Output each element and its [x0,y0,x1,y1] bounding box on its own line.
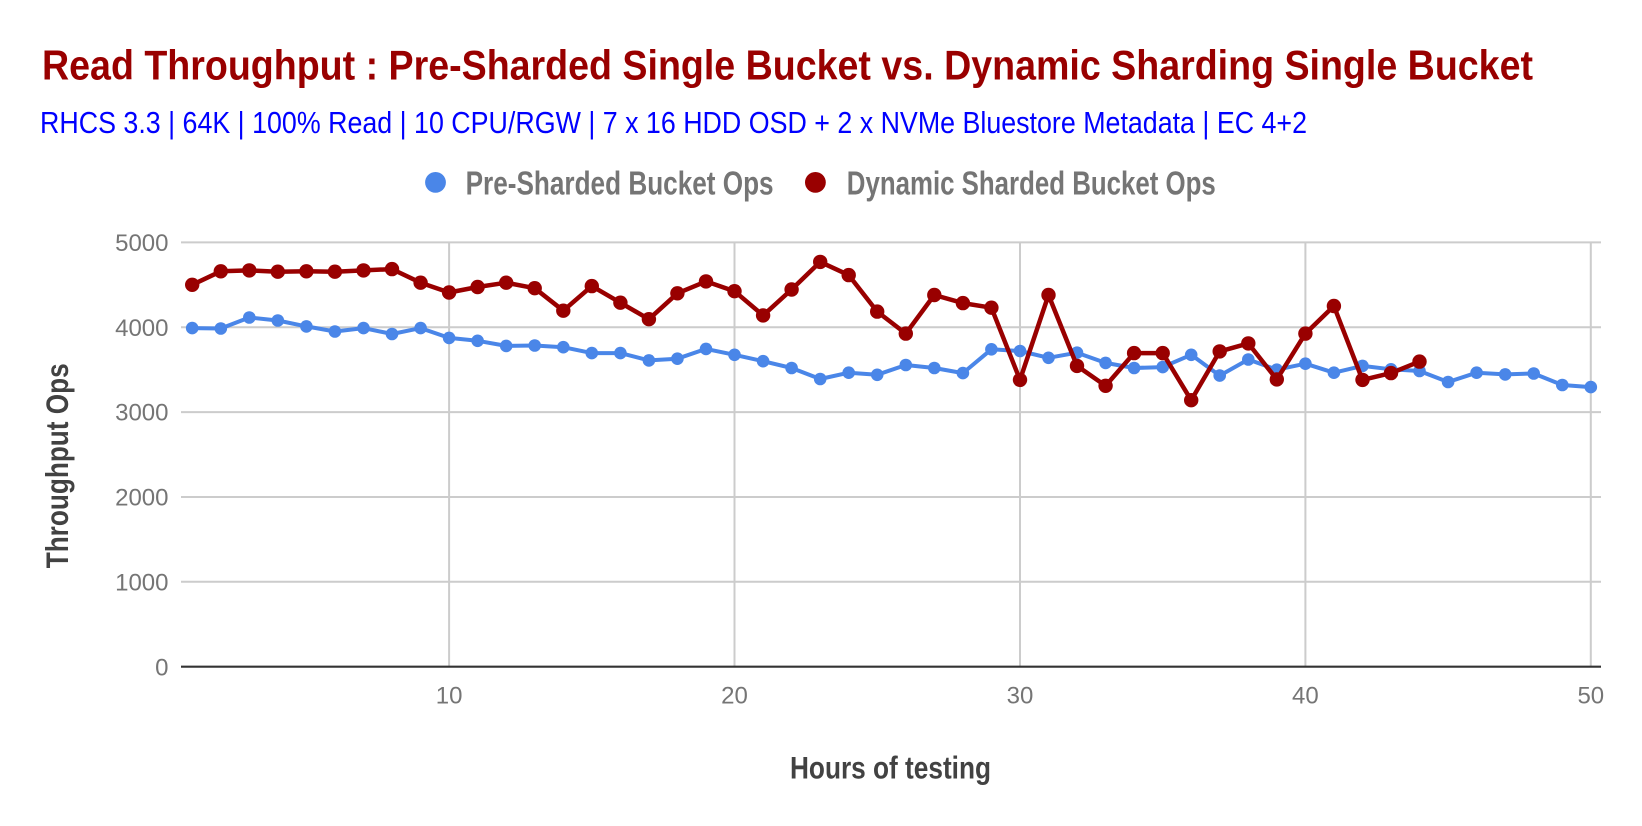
svg-text:3000: 3000 [115,400,168,427]
svg-text:2000: 2000 [115,485,168,512]
svg-text:10: 10 [436,682,463,709]
svg-text:Pre-Sharded Bucket Ops: Pre-Sharded Bucket Ops [466,165,774,202]
svg-text:0: 0 [155,654,168,681]
svg-text:RHCS 3.3 | 64K | 100% Read | 1: RHCS 3.3 | 64K | 100% Read | 10 CPU/RGW … [40,105,1307,140]
svg-text:Throughput Ops: Throughput Ops [39,363,75,568]
svg-text:1000: 1000 [115,569,168,596]
svg-text:20: 20 [721,682,748,709]
svg-text:4000: 4000 [115,315,168,342]
svg-text:5000: 5000 [115,230,168,257]
svg-text:Dynamic Sharded Bucket Ops: Dynamic Sharded Bucket Ops [847,165,1216,202]
svg-text:Hours of testing: Hours of testing [790,750,991,786]
svg-text:50: 50 [1577,682,1604,709]
svg-text:40: 40 [1292,682,1319,709]
svg-text:30: 30 [1007,682,1034,709]
svg-text:Read Throughput : Pre-Sharded: Read Throughput : Pre-Sharded Single Buc… [42,41,1533,88]
